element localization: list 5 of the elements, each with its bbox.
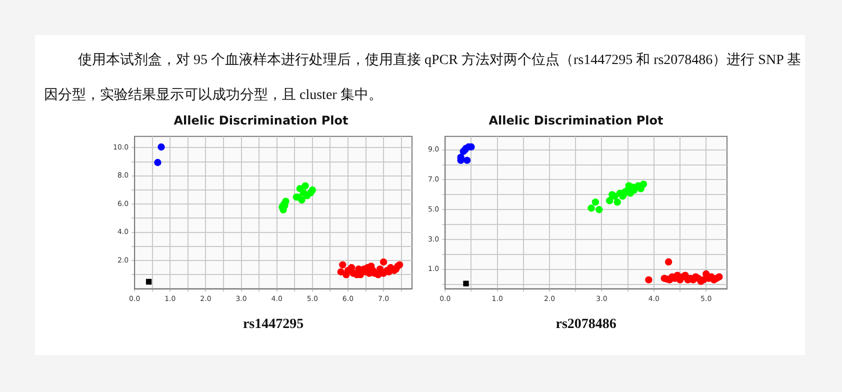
chart-title: Allelic Discrimination Plot	[488, 113, 664, 128]
x-axis-title: rs1447295	[242, 317, 304, 332]
text: 使用本试剂盒，对 95 个血液样本进行处理后，使用直接 qPCR 方法对两个位点（rs1447295 和 rs2078486）进行 SNP 基因分型，实验结果显示可以成功分型，且 cluster 集中。	[44, 53, 801, 103]
chart-title: Allelic Discrimination Plot	[174, 113, 349, 128]
x-axis-title: rs2078486	[556, 317, 616, 332]
